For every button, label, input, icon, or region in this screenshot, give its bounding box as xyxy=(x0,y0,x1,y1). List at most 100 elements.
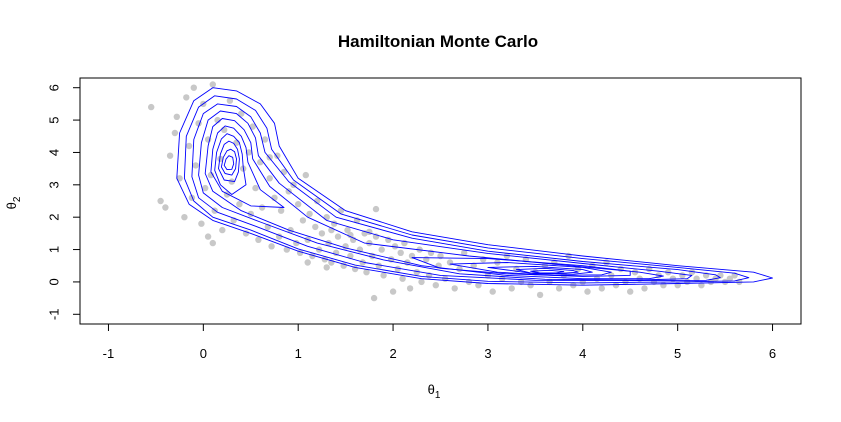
sample-point xyxy=(261,136,269,143)
sample-point xyxy=(337,207,345,214)
y-axis-label-main: θ xyxy=(4,202,19,209)
sample-point xyxy=(698,282,705,289)
x-tick-label: 4 xyxy=(579,346,586,361)
sample-point xyxy=(427,249,435,256)
sample-point xyxy=(347,231,354,239)
contours-layer xyxy=(176,87,773,286)
sample-point xyxy=(399,275,406,282)
contour-line xyxy=(198,110,693,281)
sample-point xyxy=(209,239,216,247)
sample-point xyxy=(378,246,385,253)
sample-point xyxy=(612,282,620,289)
contour-line xyxy=(487,265,593,275)
contour-line xyxy=(449,262,612,276)
sample-point xyxy=(171,129,179,137)
sample-point xyxy=(226,97,234,104)
sample-point xyxy=(394,265,401,273)
x-tick-label: 2 xyxy=(389,346,396,361)
y-tick-label: 3 xyxy=(47,181,62,188)
sample-point xyxy=(451,285,458,292)
sample-point xyxy=(221,126,228,133)
x-axis-label-main: θ xyxy=(428,382,435,397)
sample-point xyxy=(508,285,515,292)
sample-point xyxy=(162,204,169,211)
y-tick-label: 2 xyxy=(47,214,62,221)
sample-point xyxy=(380,272,387,279)
sample-point xyxy=(245,149,253,156)
sample-point xyxy=(257,159,264,166)
sample-point xyxy=(209,81,216,88)
sample-point xyxy=(641,285,648,292)
sample-point xyxy=(190,84,197,91)
sample-point xyxy=(406,285,414,292)
sample-point xyxy=(183,94,190,101)
sample-point xyxy=(323,214,330,221)
sample-point xyxy=(389,288,397,295)
sample-point xyxy=(198,220,205,227)
sample-point xyxy=(674,282,681,289)
y-tick-label: 1 xyxy=(47,246,62,253)
sample-point xyxy=(693,275,700,282)
sample-point xyxy=(258,204,266,211)
contour-line xyxy=(411,257,631,277)
sample-point xyxy=(302,171,309,179)
sample-point xyxy=(391,243,399,250)
sample-point xyxy=(166,152,174,159)
sample-point xyxy=(366,239,373,247)
sample-point xyxy=(372,205,380,213)
sample-point xyxy=(238,110,245,117)
y-tick-label: -1 xyxy=(47,309,62,321)
sample-point xyxy=(688,269,696,276)
contour-line xyxy=(218,140,240,183)
sample-point xyxy=(312,223,319,231)
sample-point xyxy=(432,282,439,289)
sample-point xyxy=(295,201,302,208)
contour-line xyxy=(220,148,237,176)
x-tick-label: 1 xyxy=(295,346,302,361)
sample-point xyxy=(475,282,482,289)
sample-point xyxy=(456,265,463,273)
sample-point xyxy=(660,282,667,289)
sample-point xyxy=(277,207,285,214)
sample-point xyxy=(173,113,180,121)
y-axis: -1 0 1 2 3 4 5 6 xyxy=(47,84,81,320)
sample-point xyxy=(321,256,328,263)
sample-point xyxy=(461,249,468,256)
sample-point xyxy=(555,285,563,292)
sample-point xyxy=(148,103,155,111)
contour-line xyxy=(210,125,285,208)
contour-line xyxy=(223,155,235,171)
sample-point xyxy=(192,162,199,169)
sample-point xyxy=(359,259,366,266)
sample-point xyxy=(207,171,215,179)
x-tick-label: 0 xyxy=(200,346,207,361)
x-tick-label: 6 xyxy=(769,346,776,361)
contour-line xyxy=(176,87,773,286)
contour-line xyxy=(183,95,750,284)
sample-point xyxy=(363,269,370,276)
sample-point xyxy=(304,259,311,266)
contour-line xyxy=(191,103,721,282)
chart-title: Hamiltonian Monte Carlo xyxy=(338,32,538,51)
sample-point xyxy=(274,152,281,159)
sample-point xyxy=(413,269,420,276)
sample-point xyxy=(370,294,378,302)
sample-point xyxy=(707,278,715,286)
sample-point xyxy=(489,288,496,295)
sample-point xyxy=(299,217,307,224)
y-tick-label: 0 xyxy=(47,278,62,285)
sample-point xyxy=(202,184,209,192)
contour-line xyxy=(515,267,579,274)
sample-point xyxy=(584,288,591,295)
sample-point xyxy=(185,142,193,150)
sample-point xyxy=(242,230,250,237)
sample-point xyxy=(397,249,404,256)
x-tick-label: -1 xyxy=(103,346,115,361)
x-tick-label: 5 xyxy=(674,346,681,361)
x-tick-label: 3 xyxy=(484,346,491,361)
sample-point xyxy=(287,226,294,234)
sample-point xyxy=(470,262,477,269)
sample-point xyxy=(334,233,342,240)
sample-point xyxy=(325,239,332,247)
